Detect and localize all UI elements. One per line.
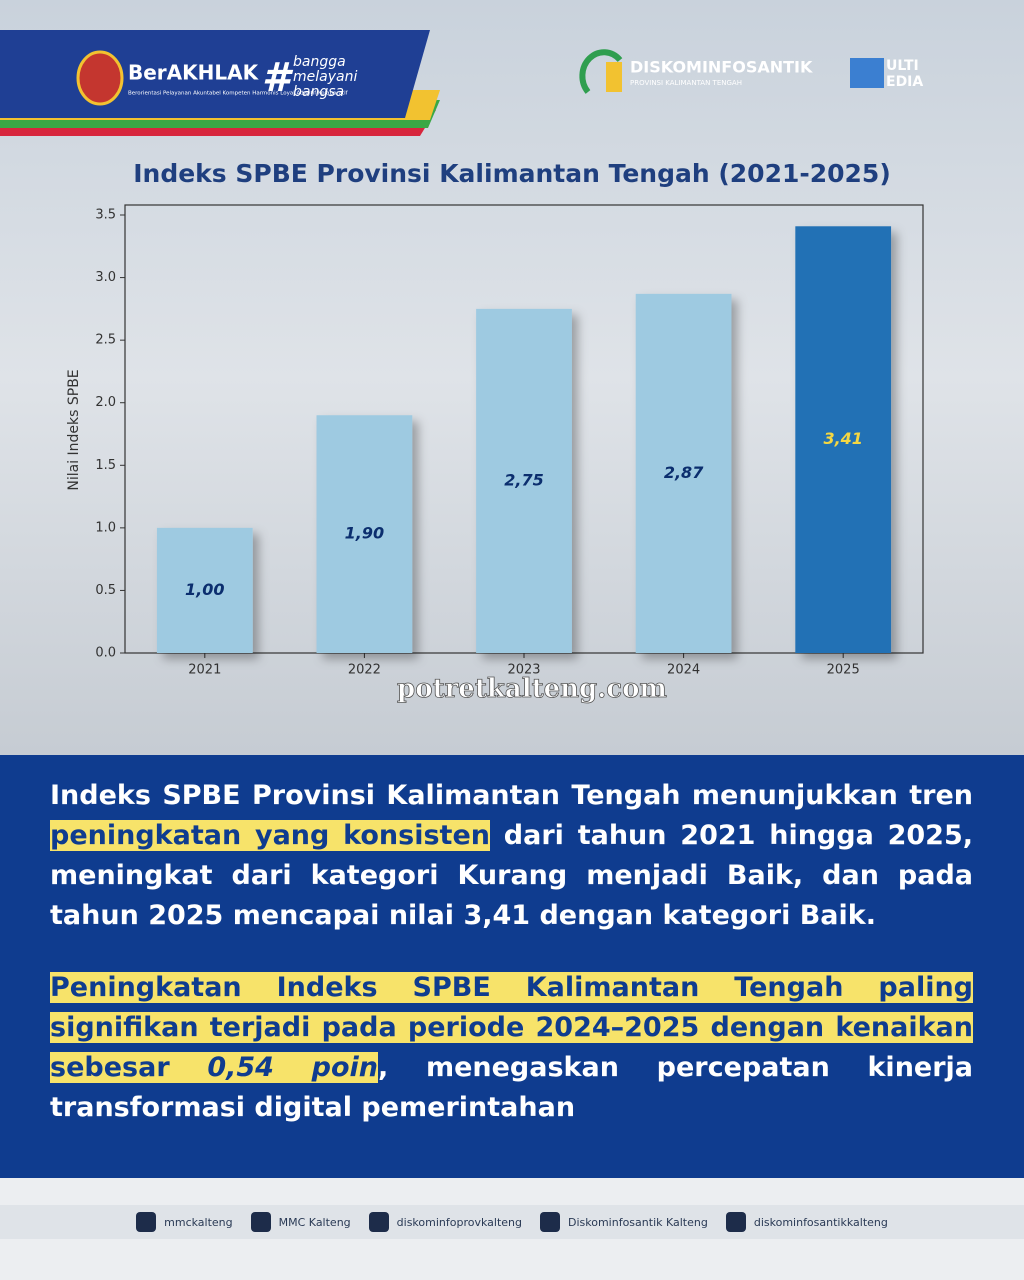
x-tick-label: 2022 [348,663,381,678]
x-tick-label: 2025 [827,663,860,678]
social-icon [540,1212,560,1232]
y-tick-label: 2.0 [95,395,116,410]
value-label: 3,41 [823,429,862,448]
y-axis-label: Nilai Indeks SPBE [66,369,82,490]
social-icon [368,1212,389,1232]
footer: mmckalteng MMC Kalteng diskominfoprovkalte… [0,1178,1024,1280]
agency-logo [606,62,622,92]
paragraph: Peningkatan Indeks SPBE Kalimantan Tenga… [50,968,973,1128]
agency: DISKOMINFOSANTIK [630,58,813,77]
y-tick-label: 2.5 [95,333,116,348]
logo [76,50,124,106]
social-icon [725,1212,746,1232]
highlight-text: peningkatan yang konsisten [50,820,490,851]
x-tick-label: 2024 [667,663,700,678]
social-icon [250,1212,271,1232]
social-handle: diskominfosantikkalteng [753,1215,888,1229]
watermark: potretkalteng.com [397,674,667,704]
bar [795,226,892,653]
hashtag: bangga [293,54,346,70]
bar [156,527,253,653]
social-handle: MMC Kalteng [278,1215,351,1229]
social-handle: mmckalteng [164,1215,233,1229]
value-label: 1,00 [185,580,224,599]
social-handle: Diskominfosantik Kalteng [568,1215,708,1229]
hashtag: melayani [293,69,357,85]
partner-logo [850,58,884,88]
bar [635,293,732,653]
x-tick-label: 2023 [507,663,540,678]
y-tick-label: 0.5 [95,583,116,598]
value-label: 2,75 [504,470,543,489]
bar [316,415,413,653]
social-item: Diskominfosantik Kalteng [540,1212,708,1232]
social-icon [136,1212,157,1232]
social-item: mmckalteng [136,1212,233,1232]
agency-sub: PROVINSI KALIMANTAN TENGAH [630,79,742,87]
partner-text: ULTI [886,58,919,74]
tagline: Berorientasi Pelayanan Akuntabel Kompete… [128,91,349,97]
body-text: Indeks SPBE Provinsi Kalimantan Tengah m… [50,776,973,1160]
text: Indeks SPBE Provinsi Kalimantan Tengah m… [50,780,973,811]
y-tick-label: 3.0 [95,270,116,285]
chart: BerAKHLAK Berorientasi Pelayanan Akuntab… [0,0,1024,755]
social-item: MMC Kalteng [250,1212,351,1232]
y-tick-label: 1.5 [95,458,116,473]
y-tick-label: 3.5 [95,208,116,223]
hash-icon: # [262,55,294,101]
y-tick-label: 0.0 [95,646,116,661]
value-label: 2,87 [664,463,704,482]
social-item: diskominfosantikkalteng [725,1212,888,1232]
paragraph: Indeks SPBE Provinsi Kalimantan Tengah m… [50,776,973,936]
social-bar: mmckalteng MMC Kalteng diskominfoprovkalte… [0,1205,1024,1239]
hashtag: bangsa [293,84,344,100]
chart-title: Indeks SPBE Provinsi Kalimantan Tengah (… [133,159,891,188]
bar [476,308,572,653]
brand: BerAKHLAK [128,61,260,85]
text: dari tahun 2021 hingga 2025, meningkat d… [50,820,974,931]
social-item: diskominfoprovkalteng [368,1212,522,1232]
highlight-text: 0,54 poin [207,1052,378,1083]
y-tick-label: 1.0 [95,520,116,535]
value-label: 1,90 [345,524,384,543]
agency-logo [579,49,623,94]
social-handle: diskominfoprovkalteng [396,1215,522,1229]
x-tick-label: 2021 [188,663,221,678]
partner-text: EDIA [886,74,923,90]
text: , menegaskan percepatan kinerja transfor… [50,1052,974,1123]
